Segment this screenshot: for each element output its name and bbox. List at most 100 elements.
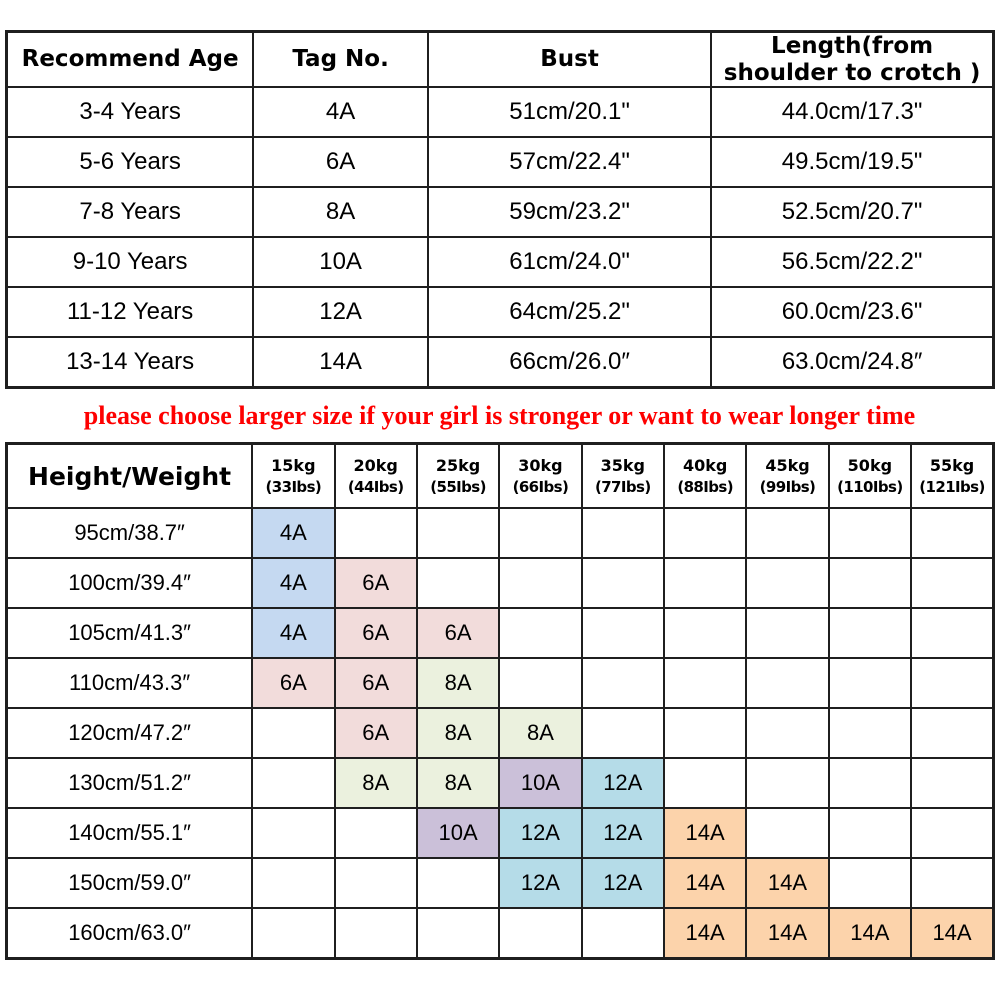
empty-cell	[415, 907, 501, 960]
empty-cell	[498, 657, 583, 709]
age-cell: 5-6 Years	[5, 136, 255, 188]
height-weight-corner-label: Height/Weight	[5, 442, 254, 509]
weight-kg-label: 30kg	[518, 456, 563, 476]
weight-column-header-2: 25kg (55Ibs)	[415, 442, 501, 509]
size-tag-cell: 14A	[662, 857, 748, 909]
tag-no-cell: 4A	[252, 86, 429, 138]
empty-cell	[910, 607, 995, 659]
table-row: 3-4 Years 4A 51cm/20.1" 44.0cm/17.3"	[5, 86, 995, 138]
age-cell: 9-10 Years	[5, 236, 255, 288]
size-tag-cell: 6A	[333, 607, 418, 659]
empty-cell	[662, 607, 748, 659]
size-column-header-3: Length(from shoulder to crotch )	[710, 30, 995, 88]
tag-no-cell: 10A	[252, 236, 429, 288]
height-label: 105cm/41.3″	[5, 607, 254, 659]
empty-cell	[333, 857, 418, 909]
weight-lbs-label: (33Ibs)	[265, 477, 322, 496]
table-row: 100cm/39.4″ 4A 6A	[5, 557, 995, 609]
empty-cell	[415, 857, 501, 909]
table-row: 160cm/63.0″ 14A 14A 14A 14A	[5, 907, 995, 960]
empty-cell	[910, 757, 995, 809]
table-row: 13-14 Years 14A 66cm/26.0″ 63.0cm/24.8″	[5, 336, 995, 389]
empty-cell	[827, 707, 913, 759]
empty-cell	[745, 557, 830, 609]
empty-cell	[662, 757, 748, 809]
tag-no-cell: 8A	[252, 186, 429, 238]
size-tag-cell: 8A	[415, 707, 501, 759]
size-tag-cell: 10A	[415, 807, 501, 859]
weight-kg-label: 55kg	[929, 456, 975, 476]
height-label: 140cm/55.1″	[5, 807, 254, 859]
table-row: 5-6 Years 6A 57cm/22.4" 49.5cm/19.5"	[5, 136, 995, 188]
weight-kg-label: 40kg	[682, 456, 728, 476]
weight-column-header-5: 40kg (88Ibs)	[662, 442, 748, 509]
weight-column-header-1: 20kg (44Ibs)	[333, 442, 418, 509]
length-cell: 44.0cm/17.3"	[710, 86, 995, 138]
size-tag-cell: 12A	[498, 807, 583, 859]
empty-cell	[333, 907, 418, 960]
size-tag-cell: 4A	[251, 507, 336, 559]
empty-cell	[415, 507, 501, 559]
size-tag-cell: 8A	[415, 657, 501, 709]
empty-cell	[251, 757, 336, 809]
height-weight-table: Height/Weight 15kg (33Ibs) 20kg (44Ibs) 25kg…	[5, 442, 995, 960]
size-tag-cell: 6A	[333, 657, 418, 709]
height-label: 130cm/51.2″	[5, 757, 254, 809]
weight-column-header-4: 35kg (77Ibs)	[580, 442, 665, 509]
size-column-header-2: Bust	[426, 30, 713, 88]
empty-cell	[745, 657, 830, 709]
weight-kg-label: 20kg	[353, 456, 398, 476]
weight-kg-label: 25kg	[435, 456, 481, 476]
weight-column-header-0: 15kg (33Ibs)	[251, 442, 336, 509]
fit-notice: please choose larger size if your girl i…	[83, 401, 916, 430]
weight-lbs-label: (99Ibs)	[759, 477, 816, 496]
empty-cell	[827, 757, 913, 809]
empty-cell	[498, 607, 583, 659]
weight-column-header-7: 50kg (110Ibs)	[827, 442, 913, 509]
weight-lbs-label: (66Ibs)	[512, 477, 569, 496]
height-label: 100cm/39.4″	[5, 557, 254, 609]
empty-cell	[910, 807, 995, 859]
height-label: 150cm/59.0″	[5, 857, 254, 909]
size-tag-cell: 4A	[251, 607, 336, 659]
empty-cell	[251, 707, 336, 759]
size-tag-cell: 6A	[333, 557, 418, 609]
size-table-header-row: Recommend Age Tag No. Bust Length(from shou…	[5, 30, 995, 88]
table-row: 9-10 Years 10A 61cm/24.0" 56.5cm/22.2"	[5, 236, 995, 288]
size-tag-cell: 14A	[827, 907, 913, 960]
empty-cell	[910, 657, 995, 709]
table-row: 150cm/59.0″ 12A 12A 14A 14A	[5, 857, 995, 909]
table-row: 120cm/47.2″ 6A 8A 8A	[5, 707, 995, 759]
size-tag-cell: 6A	[251, 657, 336, 709]
empty-cell	[580, 907, 665, 960]
table-row: 7-8 Years 8A 59cm/23.2" 52.5cm/20.7"	[5, 186, 995, 238]
size-tag-cell: 14A	[662, 807, 748, 859]
size-tag-cell: 12A	[498, 857, 583, 909]
empty-cell	[910, 507, 995, 559]
height-weight-header-row: Height/Weight 15kg (33Ibs) 20kg (44Ibs) 25kg…	[5, 442, 995, 509]
empty-cell	[580, 607, 665, 659]
bust-cell: 59cm/23.2"	[426, 186, 713, 238]
age-cell: 11-12 Years	[5, 286, 255, 338]
empty-cell	[415, 557, 501, 609]
size-tag-cell: 12A	[580, 807, 665, 859]
empty-cell	[827, 807, 913, 859]
empty-cell	[251, 857, 336, 909]
empty-cell	[580, 657, 665, 709]
weight-kg-label: 50kg	[847, 456, 893, 476]
weight-lbs-label: (110Ibs)	[837, 477, 903, 496]
weight-column-header-3: 30kg (66Ibs)	[498, 442, 583, 509]
weight-column-header-6: 45kg (99Ibs)	[745, 442, 830, 509]
size-tag-cell: 14A	[910, 907, 995, 960]
weight-kg-label: 35kg	[600, 456, 645, 476]
size-column-header-0: Recommend Age	[5, 30, 255, 88]
empty-cell	[827, 857, 913, 909]
size-tag-cell: 14A	[662, 907, 748, 960]
bust-cell: 61cm/24.0"	[426, 236, 713, 288]
age-cell: 7-8 Years	[5, 186, 255, 238]
table-row: 95cm/38.7″ 4A	[5, 507, 995, 559]
weight-lbs-label: (77Ibs)	[594, 477, 651, 496]
empty-cell	[251, 907, 336, 960]
size-tag-cell: 14A	[745, 857, 830, 909]
empty-cell	[827, 507, 913, 559]
